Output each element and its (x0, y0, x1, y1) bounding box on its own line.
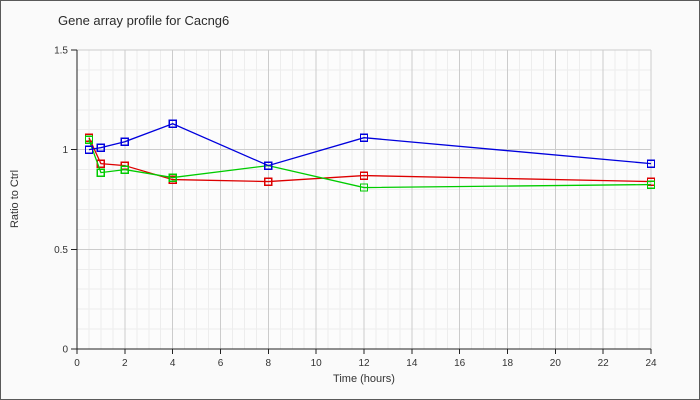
series-line-red-series (88, 137, 652, 183)
x-tick-label: 16 (454, 358, 466, 369)
x-tick-label: 2 (122, 358, 128, 369)
series-line-green-series (88, 139, 652, 189)
y-tick-label: 0.5 (54, 245, 68, 256)
data-point-blue-series (646, 159, 656, 168)
data-point-red-series (359, 171, 369, 180)
x-tick-label: 10 (311, 358, 323, 369)
data-point-red-series (264, 177, 273, 186)
data-point-green-series (120, 165, 130, 174)
x-axis-label: Time (hours) (333, 373, 395, 385)
axis-tick-labels: 00.511.50 2 4 6 8 10 12 14 16 18 20 22 24 (54, 46, 657, 370)
x-tick-label: 4 (170, 358, 176, 369)
data-point-green-series (168, 173, 177, 182)
gridlines-major (77, 49, 652, 349)
x-tick-label: 20 (550, 358, 562, 369)
y-tick-label: 0 (62, 345, 68, 356)
x-tick-label: 14 (406, 358, 418, 369)
data-point-blue-series (264, 161, 273, 170)
data-point-green-series (84, 135, 94, 144)
series-line-blue-series (88, 123, 652, 167)
x-tick-label: 6 (218, 358, 224, 369)
data-point-green-series (359, 183, 369, 192)
data-point-green-series (96, 168, 106, 177)
x-tick-label: 12 (358, 358, 370, 369)
y-tick-label: 1 (62, 145, 68, 156)
y-tick-label: 1.5 (54, 46, 68, 57)
data-series (84, 119, 656, 192)
data-point-blue-series (359, 133, 369, 142)
y-axis-label: Ratio to Ctrl (9, 170, 21, 228)
data-point-blue-series (168, 119, 177, 128)
x-tick-label: 22 (598, 358, 610, 369)
chart-title: Gene array profile for Cacng6 (58, 13, 229, 28)
x-tick-label: 18 (502, 358, 514, 369)
data-point-blue-series (84, 145, 94, 154)
x-tick-label: 8 (266, 358, 272, 369)
data-point-green-series (646, 180, 656, 189)
x-tick-label: 24 (645, 358, 657, 369)
axis-ticks (71, 49, 652, 354)
x-tick-label: 0 (74, 358, 80, 369)
data-point-blue-series (120, 137, 130, 146)
data-point-blue-series (96, 143, 106, 152)
